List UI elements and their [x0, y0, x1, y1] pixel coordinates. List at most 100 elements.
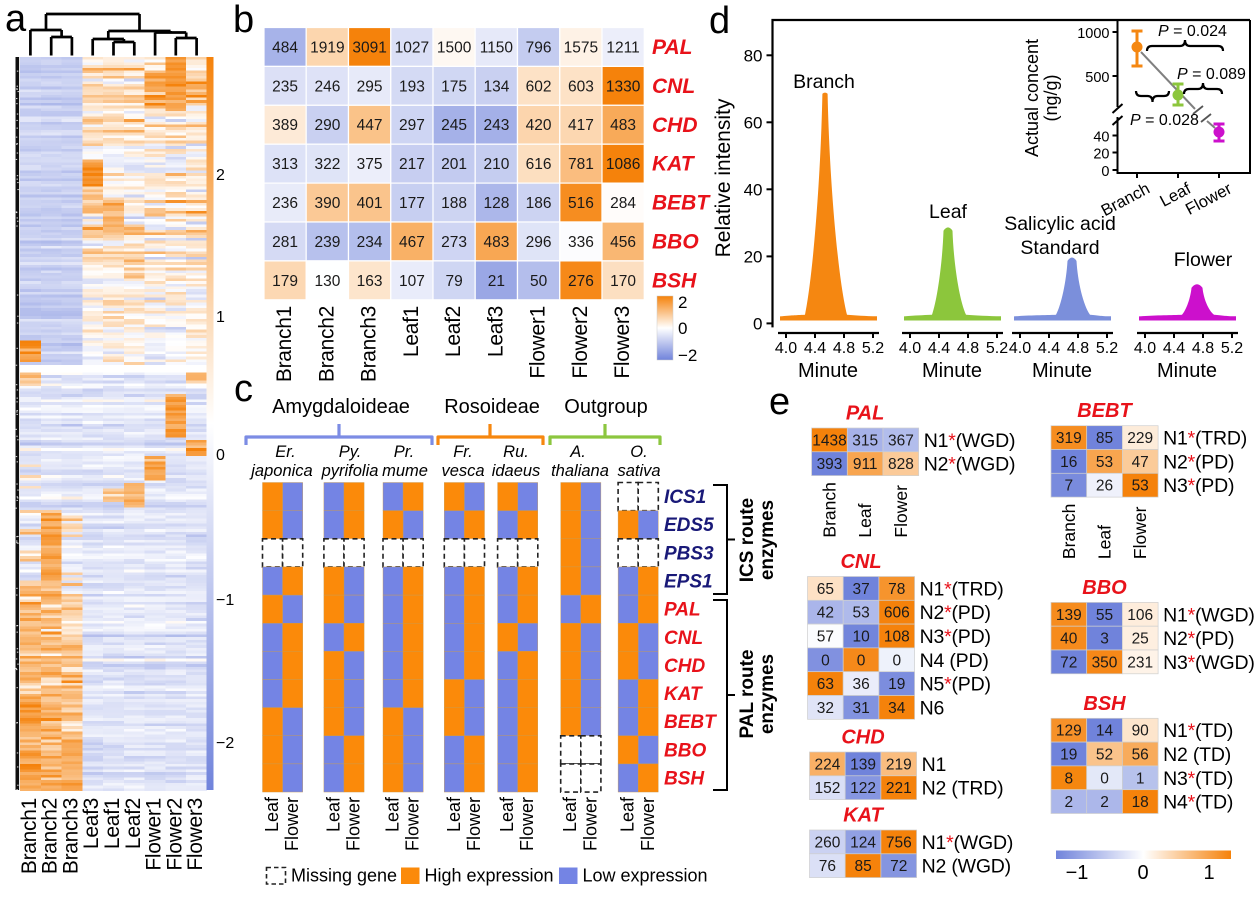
svg-text:PAL: PAL	[846, 403, 885, 425]
svg-text:c: c	[234, 368, 253, 410]
svg-text:A.: A.	[569, 443, 586, 461]
svg-text:4.4: 4.4	[1163, 340, 1185, 357]
svg-text:Branch: Branch	[820, 482, 840, 537]
svg-text:246: 246	[314, 78, 340, 95]
svg-text:Leaf: Leaf	[444, 796, 464, 832]
svg-text:3: 3	[1100, 631, 1109, 648]
svg-text:N1*(WGD): N1*(WGD)	[924, 430, 1016, 452]
svg-text:N4 (PD): N4 (PD)	[920, 650, 989, 672]
svg-text:350: 350	[1092, 654, 1118, 671]
svg-text:Actual concent(ng/g): Actual concent(ng/g)	[1022, 39, 1061, 157]
svg-text:pyrifolia: pyrifolia	[321, 462, 379, 480]
svg-text:ICS routeenzymes: ICS routeenzymes	[737, 498, 778, 582]
svg-text:Leaf: Leaf	[323, 796, 343, 832]
svg-text:201: 201	[441, 156, 467, 173]
svg-text:467: 467	[399, 234, 425, 251]
svg-text:483: 483	[610, 117, 636, 134]
svg-text:37: 37	[852, 581, 869, 598]
svg-text:N2*(PD): N2*(PD)	[1163, 451, 1234, 473]
svg-text:Low expression: Low expression	[583, 866, 708, 886]
svg-text:281: 281	[272, 234, 298, 251]
svg-text:236: 236	[272, 195, 298, 212]
svg-text:57: 57	[817, 629, 834, 646]
svg-text:224: 224	[814, 756, 840, 773]
svg-text:85: 85	[854, 858, 871, 875]
svg-text:Flower3: Flower3	[184, 798, 207, 871]
svg-text:53: 53	[1132, 478, 1149, 495]
svg-text:KAT: KAT	[843, 805, 884, 827]
svg-text:4.0: 4.0	[1134, 340, 1156, 357]
svg-text:4.8: 4.8	[1067, 340, 1089, 357]
svg-text:175: 175	[441, 78, 467, 95]
svg-text:Branch3: Branch3	[59, 798, 82, 874]
svg-text:217: 217	[399, 156, 425, 173]
svg-text:N1*(WGD): N1*(WGD)	[1163, 604, 1255, 626]
svg-text:122: 122	[850, 780, 876, 797]
svg-text:1: 1	[1136, 770, 1145, 787]
svg-text:828: 828	[888, 456, 914, 473]
svg-text:N2*(WGD): N2*(WGD)	[924, 454, 1016, 476]
svg-text:4.8: 4.8	[957, 340, 979, 357]
svg-text:PAL: PAL	[652, 36, 692, 59]
svg-text:Ru.: Ru.	[503, 443, 529, 461]
svg-text:221: 221	[886, 780, 912, 797]
svg-text:N3*(PD): N3*(PD)	[920, 626, 991, 648]
svg-text:a: a	[5, 0, 27, 40]
svg-text:4.4: 4.4	[804, 340, 826, 357]
svg-text:243: 243	[483, 117, 509, 134]
svg-text:Rosoideae: Rosoideae	[444, 396, 540, 418]
svg-text:5.2: 5.2	[1096, 340, 1118, 357]
svg-text:4.0: 4.0	[899, 340, 921, 357]
svg-text:BBO: BBO	[664, 740, 706, 761]
svg-text:10: 10	[852, 629, 870, 646]
svg-text:107: 107	[399, 273, 425, 290]
svg-text:Leaf3: Leaf3	[484, 306, 507, 357]
svg-text:N4*(TD): N4*(TD)	[1163, 792, 1233, 814]
svg-text:2: 2	[1064, 794, 1073, 811]
svg-text:500: 500	[1085, 70, 1109, 86]
svg-text:Minute: Minute	[1032, 360, 1092, 382]
svg-text:N1*(TRD): N1*(TRD)	[920, 578, 1004, 600]
svg-text:1150: 1150	[480, 40, 514, 57]
svg-text:Leaf1: Leaf1	[400, 306, 423, 357]
svg-text:295: 295	[357, 78, 383, 95]
svg-text:484: 484	[272, 40, 298, 57]
svg-text:231: 231	[1127, 654, 1153, 671]
svg-text:56: 56	[1132, 747, 1149, 764]
svg-text:BSH: BSH	[652, 269, 697, 292]
svg-text:284: 284	[610, 195, 636, 212]
svg-text:Leaf: Leaf	[929, 201, 968, 223]
svg-text:4.0: 4.0	[1009, 340, 1031, 357]
svg-text:40: 40	[1093, 130, 1109, 146]
svg-text:BEBT: BEBT	[1077, 400, 1133, 422]
svg-text:Flower: Flower	[1183, 179, 1236, 218]
svg-text:CNL: CNL	[652, 75, 695, 98]
svg-text:PAL routeenzymes: PAL routeenzymes	[737, 649, 778, 738]
svg-text:BEBT: BEBT	[652, 192, 711, 215]
svg-text:20: 20	[744, 247, 763, 266]
svg-text:40: 40	[744, 180, 763, 199]
svg-text:50: 50	[530, 273, 548, 290]
svg-text:239: 239	[314, 234, 340, 251]
svg-text:40: 40	[1060, 631, 1078, 648]
svg-text:N3*(TD): N3*(TD)	[1163, 768, 1233, 790]
svg-text:N1*(WGD): N1*(WGD)	[922, 832, 1014, 854]
svg-text:47: 47	[1132, 454, 1149, 471]
svg-text:Flower: Flower	[1174, 249, 1233, 271]
svg-text:14: 14	[1096, 723, 1114, 740]
svg-text:High expression: High expression	[425, 866, 554, 886]
svg-text:4.4: 4.4	[928, 340, 950, 357]
svg-text:139: 139	[850, 756, 876, 773]
svg-text:55: 55	[1096, 607, 1113, 624]
svg-text:260: 260	[814, 834, 840, 851]
svg-text:1027: 1027	[395, 40, 429, 57]
svg-text:483: 483	[483, 234, 509, 251]
svg-text:BSH: BSH	[664, 769, 705, 790]
svg-text:KAT: KAT	[652, 153, 696, 176]
svg-text:76: 76	[819, 858, 836, 875]
svg-text:273: 273	[441, 234, 467, 251]
svg-text:Branch: Branch	[1059, 504, 1079, 559]
svg-text:Outgroup: Outgroup	[564, 396, 647, 418]
svg-text:sativa: sativa	[617, 462, 660, 480]
svg-text:290: 290	[314, 117, 340, 134]
